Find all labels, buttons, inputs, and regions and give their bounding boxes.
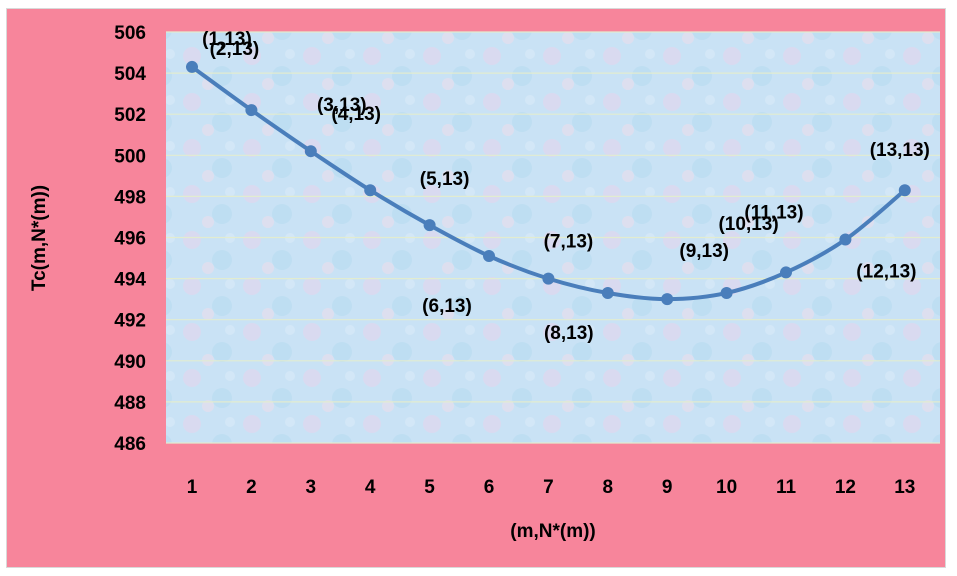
point-label: (10,13) [718, 214, 778, 235]
point-label: (12,13) [856, 262, 916, 283]
y-tick-label: 486 [114, 434, 146, 455]
point-label: (4,13) [331, 104, 381, 125]
y-tick-label: 504 [114, 64, 146, 85]
data-point [839, 233, 852, 246]
point-label: (11,13) [744, 202, 803, 223]
data-point [720, 286, 733, 299]
point-label: (3,13) [317, 95, 367, 116]
point-label: (2,13) [210, 39, 260, 60]
point-label: (9,13) [679, 241, 729, 262]
x-tick-label: 11 [776, 477, 797, 498]
x-tick-label: 12 [835, 477, 856, 498]
data-point [245, 104, 258, 117]
data-point [423, 219, 436, 232]
series-markers [186, 60, 911, 306]
y-tick-label: 506 [114, 23, 146, 44]
y-tick-label: 502 [114, 105, 146, 126]
data-point [661, 293, 674, 306]
data-point [186, 60, 198, 73]
data-point [483, 249, 495, 262]
x-tick-label: 1 [187, 477, 198, 498]
point-label: (13,13) [870, 140, 930, 161]
x-tick-label: 7 [543, 477, 554, 498]
y-tick-label: 490 [114, 352, 146, 373]
y-tick-label: 488 [114, 393, 146, 414]
x-tick-label: 9 [662, 477, 673, 498]
x-tick-label: 8 [603, 477, 614, 498]
gridlines [166, 31, 940, 444]
point-label: (6,13) [422, 296, 472, 317]
data-point [898, 184, 911, 197]
y-tick-label: 492 [114, 311, 146, 332]
x-tick-label: 10 [716, 477, 737, 498]
x-tick-label: 13 [894, 477, 915, 498]
point-label: (8,13) [544, 323, 594, 344]
y-axis-ticks: 486 488 490 492 494 496 498 500 502 504 506 [114, 23, 146, 455]
point-label: (1,13) [202, 29, 252, 50]
point-labels: (1,13)(2,13) (3,13)(4,13) (5,13) (6,13) (7,1… [202, 29, 930, 344]
data-point [601, 286, 614, 299]
x-tick-label: 4 [365, 477, 376, 498]
y-tick-label: 494 [114, 270, 146, 291]
y-tick-label: 498 [114, 187, 146, 208]
data-point [542, 272, 555, 285]
y-axis-title: Tc(m,N*(m)) [29, 185, 50, 291]
x-tick-label: 5 [424, 477, 435, 498]
data-point [780, 266, 792, 279]
y-tick-label: 496 [114, 229, 146, 250]
x-axis-ticks: 1 2 3 4 5 6 7 8 9 10 11 12 13 [187, 477, 916, 498]
point-label: (5,13) [420, 169, 470, 190]
y-tick-label: 500 [114, 146, 146, 167]
data-point [304, 145, 317, 158]
x-tick-label: 3 [306, 477, 317, 498]
data-point [364, 184, 377, 197]
x-axis-title: (m,N*(m)) [510, 521, 596, 542]
point-label: (7,13) [544, 232, 594, 253]
x-tick-label: 6 [484, 477, 495, 498]
x-tick-label: 2 [246, 477, 257, 498]
